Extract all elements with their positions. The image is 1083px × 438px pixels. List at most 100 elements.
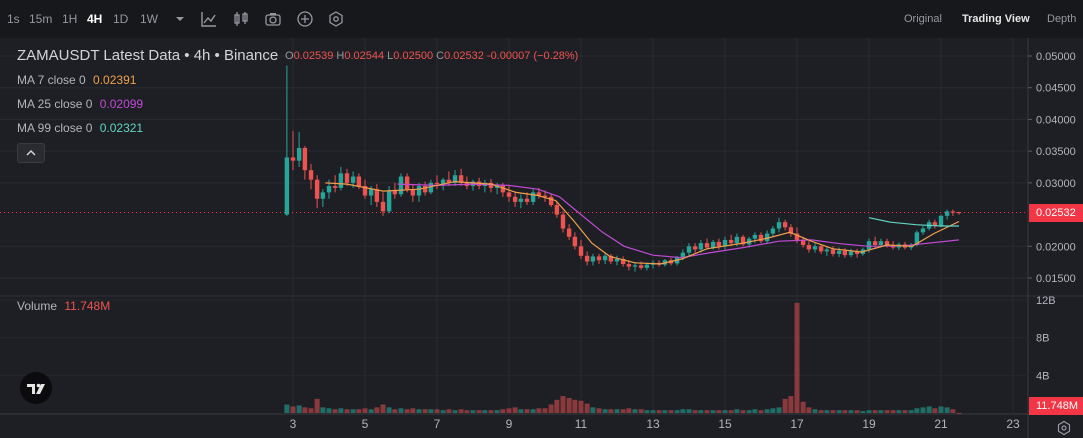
low-label: L — [387, 50, 394, 62]
indicators-icon[interactable] — [200, 10, 218, 28]
timeframe-1w[interactable]: 1W — [140, 12, 158, 26]
volume-bar — [866, 410, 872, 413]
volume-bar — [824, 410, 830, 413]
candle-body — [842, 250, 848, 256]
time-tick-label: 23 — [1006, 417, 1020, 431]
candle-body — [446, 179, 452, 183]
price-chart[interactable]: 3 5 7 9 11 13 15 17 19 21 23 0.05000 0.04500 0.04000 0… — [0, 38, 1083, 438]
volume-bar — [794, 302, 800, 413]
volume-tick-label: 4B — [1036, 370, 1049, 382]
volume-bar — [746, 410, 752, 413]
camera-icon[interactable] — [264, 10, 282, 28]
candle-body — [866, 241, 872, 250]
volume-bar — [470, 410, 476, 413]
ma7-value: 0.02391 — [93, 73, 137, 87]
volume-bar — [782, 398, 788, 413]
volume-bar — [464, 410, 470, 413]
ma25-legend[interactable]: MA 25 close 0 0.02099 — [17, 97, 143, 111]
price-tick-label: 0.01500 — [1036, 273, 1076, 285]
add-icon[interactable] — [296, 10, 314, 28]
tradingview-logo[interactable] — [20, 372, 52, 404]
close-label: C — [436, 50, 445, 62]
candle-body — [920, 228, 926, 233]
candle-body — [290, 157, 296, 161]
candle-body — [788, 227, 794, 234]
chart-settings-icon[interactable] — [1056, 420, 1072, 436]
price-tick-label: 0.02000 — [1036, 241, 1076, 253]
candle-body — [680, 252, 686, 258]
candle-body — [848, 251, 854, 256]
candle-body — [578, 246, 584, 256]
candle-body — [302, 147, 308, 171]
ma99-legend[interactable]: MA 99 close 0 0.02321 — [17, 121, 143, 135]
ohlc-values: O0.02539 H0.02544 L0.02500 C0.02532 -0.0… — [285, 50, 578, 62]
candle-body — [932, 222, 938, 226]
volume-bar — [302, 407, 308, 413]
candle-body — [410, 189, 416, 196]
view-original[interactable]: Original — [904, 13, 942, 25]
volume-bar — [926, 406, 932, 413]
low-value: 0.02500 — [393, 50, 434, 62]
candle-body — [770, 228, 776, 234]
volume-bar — [710, 410, 716, 413]
candle-body — [884, 241, 890, 246]
volume-bar — [668, 410, 674, 413]
volume-bar — [656, 410, 662, 413]
volume-bar — [410, 408, 416, 413]
close-value: 0.02532 — [444, 50, 484, 62]
candle-body — [452, 175, 458, 183]
candle-body — [440, 179, 446, 185]
candle-body — [872, 241, 878, 246]
time-tick-label: 13 — [646, 417, 660, 431]
candle-body — [752, 234, 758, 239]
timeframe-1d[interactable]: 1D — [113, 12, 129, 26]
current-volume-label: 11.748M — [1036, 400, 1078, 412]
candle-body — [524, 198, 530, 202]
candle-body — [644, 264, 650, 268]
timeframe-15m[interactable]: 15m — [29, 12, 53, 26]
volume-bar — [446, 409, 452, 413]
timeframe-dropdown-icon[interactable] — [171, 10, 189, 28]
volume-bar — [902, 410, 908, 413]
volume-bar — [494, 410, 500, 413]
candle-type-icon[interactable] — [232, 10, 250, 28]
time-tick-label: 9 — [506, 417, 513, 431]
candle-body — [938, 215, 944, 226]
ma7-label: MA 7 close 0 — [17, 73, 86, 87]
candle-body — [314, 179, 320, 199]
candle-body — [584, 255, 590, 262]
candle-body — [560, 214, 566, 229]
view-trading-view[interactable]: Trading View — [962, 13, 1030, 25]
volume-bar — [350, 409, 356, 413]
candle-body — [404, 176, 410, 190]
candle-body — [602, 255, 608, 261]
volume-bar — [728, 410, 734, 413]
collapse-legend-button[interactable] — [17, 143, 45, 163]
settings-hex-icon[interactable] — [327, 10, 345, 28]
candle-body — [794, 233, 800, 240]
volume-bar — [554, 399, 560, 413]
candle-body — [488, 182, 494, 188]
timeframe-1h[interactable]: 1H — [62, 12, 78, 26]
volume-bar — [956, 412, 962, 414]
volume-bar — [716, 410, 722, 413]
volume-bar — [722, 410, 728, 413]
candle-body — [638, 265, 644, 268]
timeframe-1s[interactable]: 1s — [7, 12, 20, 26]
candle-body — [590, 256, 596, 262]
volume-bar — [500, 409, 506, 413]
view-depth[interactable]: Depth — [1047, 13, 1077, 25]
ma99-line — [868, 217, 959, 227]
high-label: H — [336, 50, 345, 62]
volume-bar — [530, 409, 536, 413]
chevron-up-icon — [26, 149, 36, 156]
volume-bar — [428, 409, 434, 413]
volume-bar — [770, 408, 776, 413]
volume-bar — [542, 408, 548, 413]
ma7-legend[interactable]: MA 7 close 0 0.02391 — [17, 73, 136, 87]
candle-body — [386, 190, 392, 212]
volume-bar — [362, 408, 368, 413]
candle-body — [698, 243, 704, 250]
timeframe-4h[interactable]: 4H — [87, 12, 103, 26]
volume-bar — [440, 410, 446, 413]
